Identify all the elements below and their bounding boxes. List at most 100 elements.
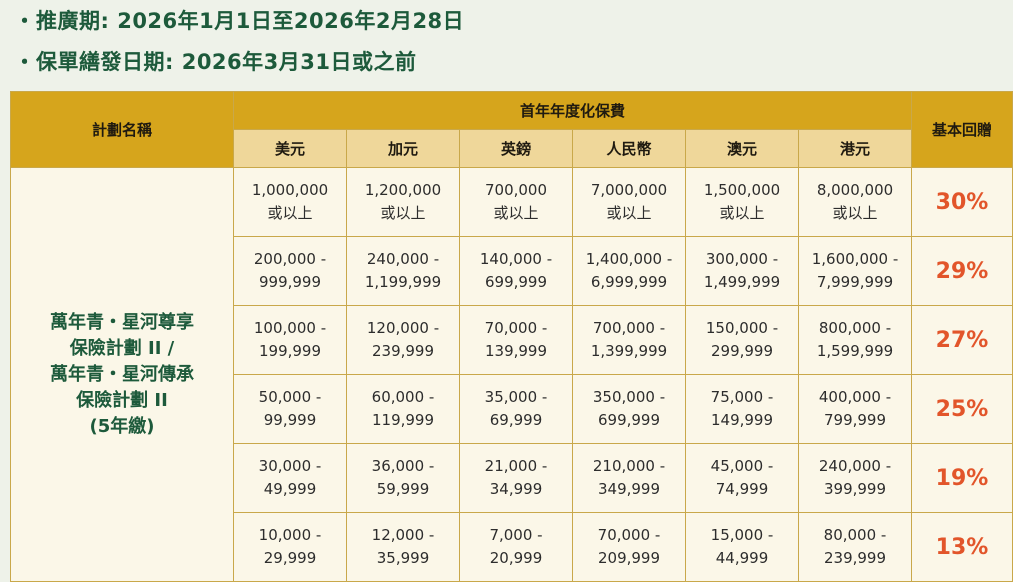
premium-range-cell: 120,000 - 239,999 xyxy=(346,305,460,375)
premium-range-line: 239,999 xyxy=(823,549,887,567)
premium-range-line: 999,999 xyxy=(258,273,322,291)
premium-range-line: 1,500,000 xyxy=(703,181,781,199)
premium-range-line: 800,000 - xyxy=(818,319,892,337)
rebate-value: 29% xyxy=(911,236,1013,306)
premium-range-line: 49,999 xyxy=(263,480,317,498)
premium-range-line: 44,999 xyxy=(715,549,769,567)
plan-name-line: (5年繳) xyxy=(89,415,155,437)
premium-range-cell: 350,000 - 699,999 xyxy=(572,374,686,444)
premium-range-line: 7,999,999 xyxy=(816,273,894,291)
table-row: 10,000 - 29,999 12,000 - 35,999 7,000 - 20,99… xyxy=(11,512,1013,582)
premium-range-line: 7,000 - xyxy=(489,526,543,544)
premium-range-cell: 12,000 - 35,999 xyxy=(346,512,460,582)
premium-range-cell: 1,400,000 - 6,999,999 xyxy=(572,236,686,306)
premium-range-line: 或以上 xyxy=(719,204,765,222)
premium-range-line: 120,000 - xyxy=(366,319,440,337)
premium-range-line: 210,000 - xyxy=(592,457,666,475)
premium-range-line: 400,000 - xyxy=(818,388,892,406)
premium-range-cell: 240,000 - 1,199,999 xyxy=(346,236,460,306)
premium-range-line: 8,000,000 xyxy=(816,181,894,199)
premium-range-line: 34,999 xyxy=(489,480,543,498)
premium-range-cell: 36,000 - 59,999 xyxy=(346,443,460,513)
premium-range-cell: 240,000 - 399,999 xyxy=(798,443,912,513)
premium-range-line: 70,000 - xyxy=(484,319,548,337)
premium-range-line: 1,599,999 xyxy=(816,342,894,360)
premium-range-line: 10,000 - xyxy=(258,526,322,544)
premium-range-line: 或以上 xyxy=(380,204,426,222)
premium-range-cell: 140,000 - 699,999 xyxy=(459,236,573,306)
premium-range-line: 80,000 - xyxy=(823,526,887,544)
bullet-dot: ・ xyxy=(14,50,36,74)
premium-range-line: 70,000 - xyxy=(597,526,661,544)
plan-name-line: 萬年青・星河傳承 xyxy=(50,363,194,385)
currency-header: 人民幣 xyxy=(572,129,686,168)
plan-name-line: 保險計劃 II / xyxy=(69,337,175,359)
premium-range-line: 240,000 - xyxy=(366,250,440,268)
premium-range-line: 29,999 xyxy=(263,549,317,567)
premium-range-cell: 15,000 - 44,999 xyxy=(685,512,799,582)
premium-range-cell: 35,000 - 69,999 xyxy=(459,374,573,444)
premium-range-cell: 60,000 - 119,999 xyxy=(346,374,460,444)
currency-header-row: 美元 加元 英鎊 人民幣 澳元 港元 xyxy=(11,129,1013,168)
rebate-header: 基本回贈 xyxy=(911,91,1013,168)
table-row: 30,000 - 49,999 36,000 - 59,999 21,000 - 34,9… xyxy=(11,443,1013,513)
premium-range-cell: 21,000 - 34,999 xyxy=(459,443,573,513)
currency-header: 澳元 xyxy=(685,129,799,168)
premium-range-line: 75,000 - xyxy=(710,388,774,406)
promo-period-bullet: ・推廣期: 2026年1月1日至2026年2月28日 xyxy=(14,5,464,35)
premium-range-line: 45,000 - xyxy=(710,457,774,475)
premium-range-cell: 8,000,000 或以上 xyxy=(798,167,912,237)
premium-range-line: 140,000 - xyxy=(479,250,553,268)
premium-range-line: 35,000 - xyxy=(484,388,548,406)
premium-range-cell: 210,000 - 349,999 xyxy=(572,443,686,513)
premium-range-line: 99,999 xyxy=(263,411,317,429)
premium-range-line: 1,400,000 - xyxy=(585,250,673,268)
premium-range-cell: 45,000 - 74,999 xyxy=(685,443,799,513)
premium-range-line: 或以上 xyxy=(606,204,652,222)
plan-name-line: 保險計劃 II xyxy=(76,389,168,411)
premium-range-cell: 70,000 - 139,999 xyxy=(459,305,573,375)
premium-range-line: 240,000 - xyxy=(818,457,892,475)
premium-range-line: 50,000 - xyxy=(258,388,322,406)
rebate-table: 計劃名稱 首年年度化保費 基本回贈 美元 加元 英鎊 人民幣 澳元 港元 萬年青・星河尊享… xyxy=(10,91,1013,582)
premium-range-line: 300,000 - xyxy=(705,250,779,268)
premium-range-cell: 70,000 - 209,999 xyxy=(572,512,686,582)
premium-range-line: 15,000 - xyxy=(710,526,774,544)
premium-range-line: 或以上 xyxy=(493,204,539,222)
premium-header: 首年年度化保費 xyxy=(233,91,912,130)
premium-range-cell: 7,000,000 或以上 xyxy=(572,167,686,237)
premium-range-line: 21,000 - xyxy=(484,457,548,475)
premium-range-cell: 400,000 - 799,999 xyxy=(798,374,912,444)
premium-range-line: 199,999 xyxy=(258,342,322,360)
premium-range-cell: 700,000 - 1,399,999 xyxy=(572,305,686,375)
premium-range-cell: 300,000 - 1,499,999 xyxy=(685,236,799,306)
premium-range-line: 200,000 - xyxy=(253,250,327,268)
premium-range-line: 12,000 - xyxy=(371,526,435,544)
premium-range-cell: 1,600,000 - 7,999,999 xyxy=(798,236,912,306)
premium-range-line: 119,999 xyxy=(371,411,435,429)
issue-date-text: 保單繕發日期: 2026年3月31日或之前 xyxy=(36,50,417,74)
premium-range-line: 100,000 - xyxy=(253,319,327,337)
premium-range-cell: 100,000 - 199,999 xyxy=(233,305,347,375)
currency-header: 美元 xyxy=(233,129,347,168)
premium-range-line: 69,999 xyxy=(489,411,543,429)
bullet-dot: ・ xyxy=(14,9,36,33)
premium-range-line: 74,999 xyxy=(715,480,769,498)
premium-range-line: 350,000 - xyxy=(592,388,666,406)
premium-range-cell: 80,000 - 239,999 xyxy=(798,512,912,582)
premium-range-line: 1,200,000 xyxy=(364,181,442,199)
table-row: 100,000 - 199,999 120,000 - 239,999 70,000 -… xyxy=(11,305,1013,375)
premium-range-line: 139,999 xyxy=(484,342,548,360)
promo-period-text: 推廣期: 2026年1月1日至2026年2月28日 xyxy=(36,9,465,33)
plan-name-header: 計劃名稱 xyxy=(10,91,234,168)
premium-range-cell: 75,000 - 149,999 xyxy=(685,374,799,444)
plan-name-line: 萬年青・星河尊享 xyxy=(50,311,194,333)
premium-range-cell: 1,200,000 或以上 xyxy=(346,167,460,237)
table-row: 萬年青・星河尊享 保險計劃 II / 萬年青・星河傳承 保險計劃 II (5年繳) 1,0… xyxy=(10,167,1013,582)
premium-range-line: 239,999 xyxy=(371,342,435,360)
premium-range-line: 799,999 xyxy=(823,411,887,429)
premium-range-line: 59,999 xyxy=(376,480,430,498)
premium-range-line: 299,999 xyxy=(710,342,774,360)
premium-range-line: 35,999 xyxy=(376,549,430,567)
premium-range-line: 699,999 xyxy=(597,411,661,429)
